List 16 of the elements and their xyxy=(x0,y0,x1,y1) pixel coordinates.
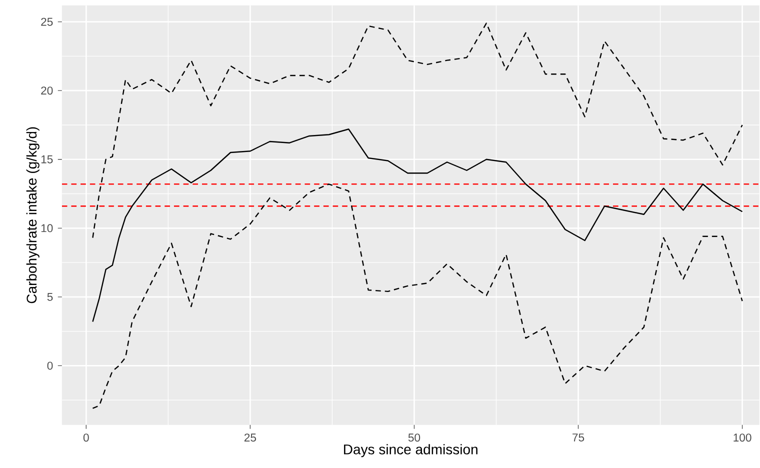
x-tick-label: 50 xyxy=(408,434,420,442)
x-tick-label: 0 xyxy=(83,434,89,442)
y-tick-label: 5 xyxy=(47,293,53,301)
x-tick-label: 75 xyxy=(572,434,584,442)
line-series xyxy=(92,22,743,238)
x-tick-label: 25 xyxy=(244,434,256,442)
line-series xyxy=(92,184,743,410)
x-tick-label: 100 xyxy=(734,434,752,442)
y-tick-label: 0 xyxy=(47,362,53,370)
x-axis-title: Days since admission xyxy=(344,444,478,458)
y-axis-title: Carbohydrate intake (g/kg/d) xyxy=(26,127,40,304)
y-tick-label: 25 xyxy=(41,18,53,26)
y-tick-label: 20 xyxy=(41,86,53,95)
line-series xyxy=(92,128,743,322)
y-tick-label: 15 xyxy=(41,156,53,164)
y-tick-label: 10 xyxy=(41,224,53,232)
